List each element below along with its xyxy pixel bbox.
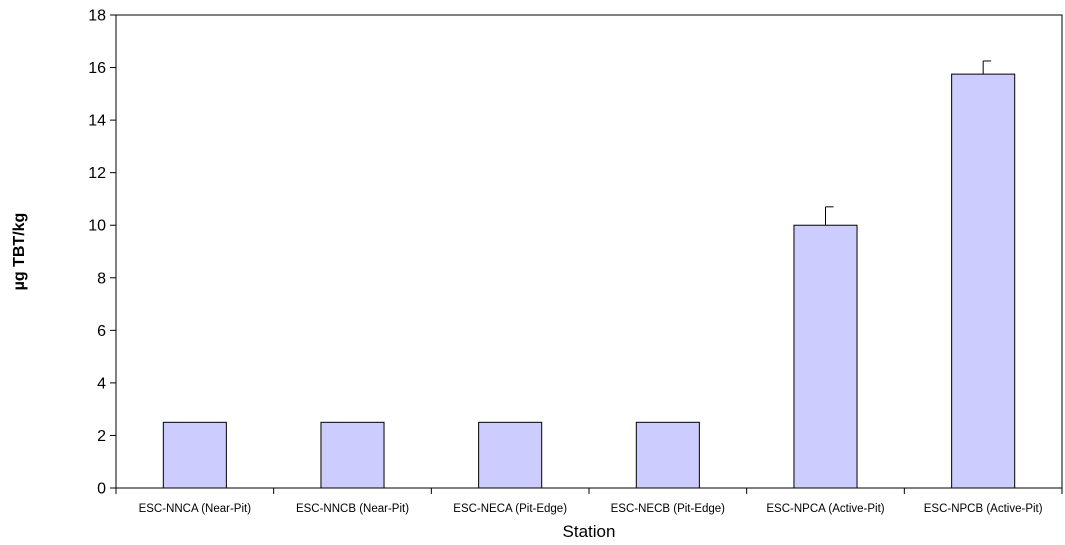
y-tick-label: 10 [88, 218, 106, 235]
x-axis-title: Station [563, 522, 616, 541]
y-tick-label: 0 [97, 481, 106, 498]
y-tick-label: 4 [97, 375, 106, 392]
y-axis-title: µg TBT/kg [11, 213, 28, 291]
x-tick-label: ESC-NECA (Pit-Edge) [453, 503, 567, 515]
y-axis-ticks: 0 2 4 6 8 10 12 14 16 18 [88, 8, 116, 498]
bar [320, 421, 385, 489]
bar [951, 73, 1016, 489]
x-tick-label: ESC-NPCB (Active-Pit) [924, 503, 1043, 515]
error-bars [825, 60, 992, 226]
y-tick-label: 8 [97, 270, 106, 287]
x-axis-ticks: ESC-NNCA (Near-Pit) ESC-NNCB (Near-Pit) ES… [115, 488, 1063, 515]
x-tick-label: ESC-NNCB (Near-Pit) [296, 503, 409, 515]
bar [162, 421, 227, 489]
bars [162, 73, 1016, 489]
y-tick-label: 12 [88, 165, 106, 182]
y-tick-label: 6 [97, 323, 106, 340]
x-tick-label: ESC-NNCA (Near-Pit) [139, 503, 252, 515]
y-tick-label: 18 [88, 8, 106, 25]
x-tick-label: ESC-NPCA (Active-Pit) [766, 503, 884, 515]
bar [635, 421, 700, 489]
x-tick-label: ESC-NECB (Pit-Edge) [611, 503, 726, 515]
plot-area-border [115, 14, 1063, 489]
plot-frame [115, 14, 1063, 489]
bar [793, 224, 858, 489]
bar [478, 421, 543, 489]
y-tick-label: 16 [88, 60, 106, 77]
y-tick-label: 2 [97, 428, 106, 445]
y-tick-label: 14 [88, 113, 106, 130]
